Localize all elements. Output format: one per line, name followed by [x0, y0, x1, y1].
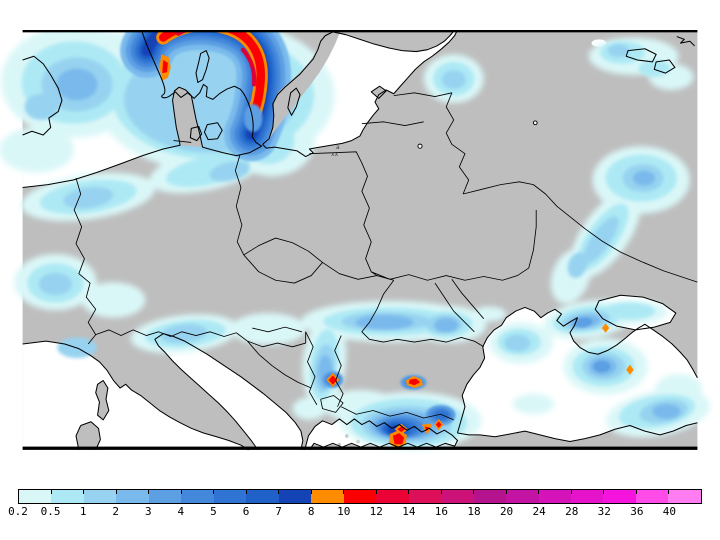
legend-cell	[311, 490, 344, 503]
legend-tick-label: 7	[275, 505, 282, 518]
legend-tick-label: 0.2	[8, 505, 28, 518]
legend-cell	[343, 490, 377, 503]
legend-tick-label: 1	[79, 505, 87, 518]
legend-tick-label: 14	[402, 505, 416, 518]
legend-cell	[51, 490, 84, 503]
legend-tick	[603, 490, 605, 494]
station-marker-top: a	[336, 144, 340, 151]
legend-tick	[115, 490, 117, 494]
legend-tick-label: 40	[662, 505, 677, 518]
legend-tick	[538, 490, 540, 494]
legend-bar	[18, 489, 702, 504]
legend-cell	[116, 490, 149, 503]
aegean-island	[345, 433, 349, 438]
sea-adriatic	[154, 333, 303, 450]
island-saaremaa	[371, 86, 387, 99]
legend-tick-label: 3	[144, 505, 152, 518]
legend-tick	[505, 490, 507, 494]
legend-tick-label: 5	[210, 505, 217, 518]
legend-cell	[148, 490, 182, 503]
legend-cell	[538, 490, 571, 503]
legend-tick	[310, 490, 312, 494]
legend-tick	[408, 490, 410, 494]
legend-tick-label: 8	[307, 505, 315, 518]
coastlines	[22, 30, 698, 451]
station-marker-bottom: xx	[331, 151, 339, 158]
jutland-peninsula	[172, 87, 203, 148]
legend-cell	[668, 490, 701, 503]
legend-tick-label: 20	[499, 505, 514, 518]
legend-cell	[181, 490, 214, 503]
legend-tick-label: 0.5	[40, 505, 61, 518]
legend-tick	[635, 490, 637, 494]
legend-tick	[278, 490, 280, 494]
dry-land-patches	[172, 30, 342, 148]
legend-tick	[83, 490, 85, 494]
sea-mediterranean	[22, 341, 249, 450]
legend-cell	[213, 490, 247, 503]
europe-precipitation-map	[0, 30, 720, 478]
legend-tick	[668, 490, 670, 494]
legend-cell	[570, 490, 604, 503]
legend-tick	[213, 490, 215, 494]
legend-cell	[603, 490, 636, 503]
legend-tick-label: 16	[434, 505, 449, 518]
legend-tick-label: 2	[112, 505, 120, 518]
legend-tick	[473, 490, 475, 494]
legend-tick	[440, 490, 442, 494]
legend-cell	[473, 490, 507, 503]
legend-cell	[635, 490, 669, 503]
country-borders	[73, 92, 698, 421]
legend-tick	[570, 490, 572, 494]
legend-cell	[408, 490, 442, 503]
legend-tick-label: 12	[369, 505, 383, 518]
map-top-border	[22, 30, 698, 33]
aegean-island	[337, 442, 341, 446]
precipitation-legend: 0.2 0.5 1 2 3 4 5 6 7 8 10 12 14 16 18 20 24 28 32 36 40	[8, 489, 702, 520]
legend-tick-label: 36	[630, 505, 644, 518]
sweden-interior	[264, 30, 342, 143]
legend-cell	[83, 490, 117, 503]
legend-tick	[375, 490, 377, 494]
legend-tick	[245, 490, 247, 494]
legend-tick-label: 24	[532, 505, 546, 518]
legend-cell	[246, 490, 279, 503]
precipitation-layer	[0, 30, 710, 450]
legend-tick-label: 28	[565, 505, 579, 518]
map-canvas	[0, 30, 710, 451]
legend-tick	[180, 490, 182, 494]
legend-tick	[50, 490, 52, 494]
legend-tick	[343, 490, 345, 494]
legend-cell	[506, 490, 539, 503]
legend-tick-label: 32	[597, 505, 611, 518]
legend-tick-label: 4	[177, 505, 185, 518]
legend-tick-label: 18	[467, 505, 481, 518]
legend-cell	[19, 490, 52, 503]
legend-tick-label: 10	[337, 505, 351, 518]
legend-cell	[278, 490, 312, 503]
legend-tick	[148, 490, 150, 494]
island-corsica	[95, 380, 109, 420]
map-bottom-border	[22, 446, 698, 450]
island-sardinia	[76, 421, 101, 450]
legend-labels: 0.2 0.5 1 2 3 4 5 6 7 8 10 12 14 16 18 20 24 28 32 36 40	[8, 505, 702, 520]
legend-cell	[376, 490, 409, 503]
legend-tick-label: 6	[242, 505, 250, 518]
legend-cell	[441, 490, 474, 503]
